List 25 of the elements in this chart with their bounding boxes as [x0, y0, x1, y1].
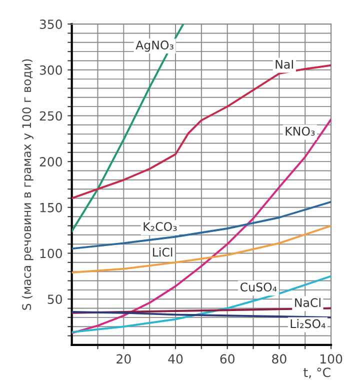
annotation: CuSO₄: [240, 282, 277, 292]
line-series: [72, 24, 184, 232]
annotation: NaI: [276, 60, 293, 69]
x-tick-label: 80: [272, 354, 286, 364]
x-tick-label: 100: [320, 354, 342, 364]
y-tick-label: 300: [40, 65, 62, 75]
y-tick-label: 200: [40, 157, 62, 166]
y-tick-label: 100: [40, 248, 62, 258]
x-tick-label: 60: [220, 354, 234, 364]
annotation: LiCl: [153, 248, 172, 257]
x-axis-title: t, °C: [304, 368, 330, 378]
y-tick-label: 350: [40, 20, 62, 29]
x-tick-label: 40: [168, 354, 183, 364]
annotation: NaCl: [295, 298, 320, 308]
x-tick-label: 20: [116, 354, 131, 364]
annotation: AgNO₃: [136, 40, 174, 52]
annotation: KNO₃: [286, 126, 315, 136]
line-series: [72, 275, 332, 334]
y-tick-label: 250: [40, 111, 62, 121]
line-series: [72, 118, 332, 334]
annotation: K₂CO₃: [144, 222, 177, 232]
annotation: Li₂SO₄: [290, 319, 326, 328]
y-tick-label: 150: [40, 202, 62, 212]
y-tick-label: 50: [48, 294, 62, 304]
y-axis-title: S (маса речовини в грамах у 100 г води): [22, 59, 34, 310]
